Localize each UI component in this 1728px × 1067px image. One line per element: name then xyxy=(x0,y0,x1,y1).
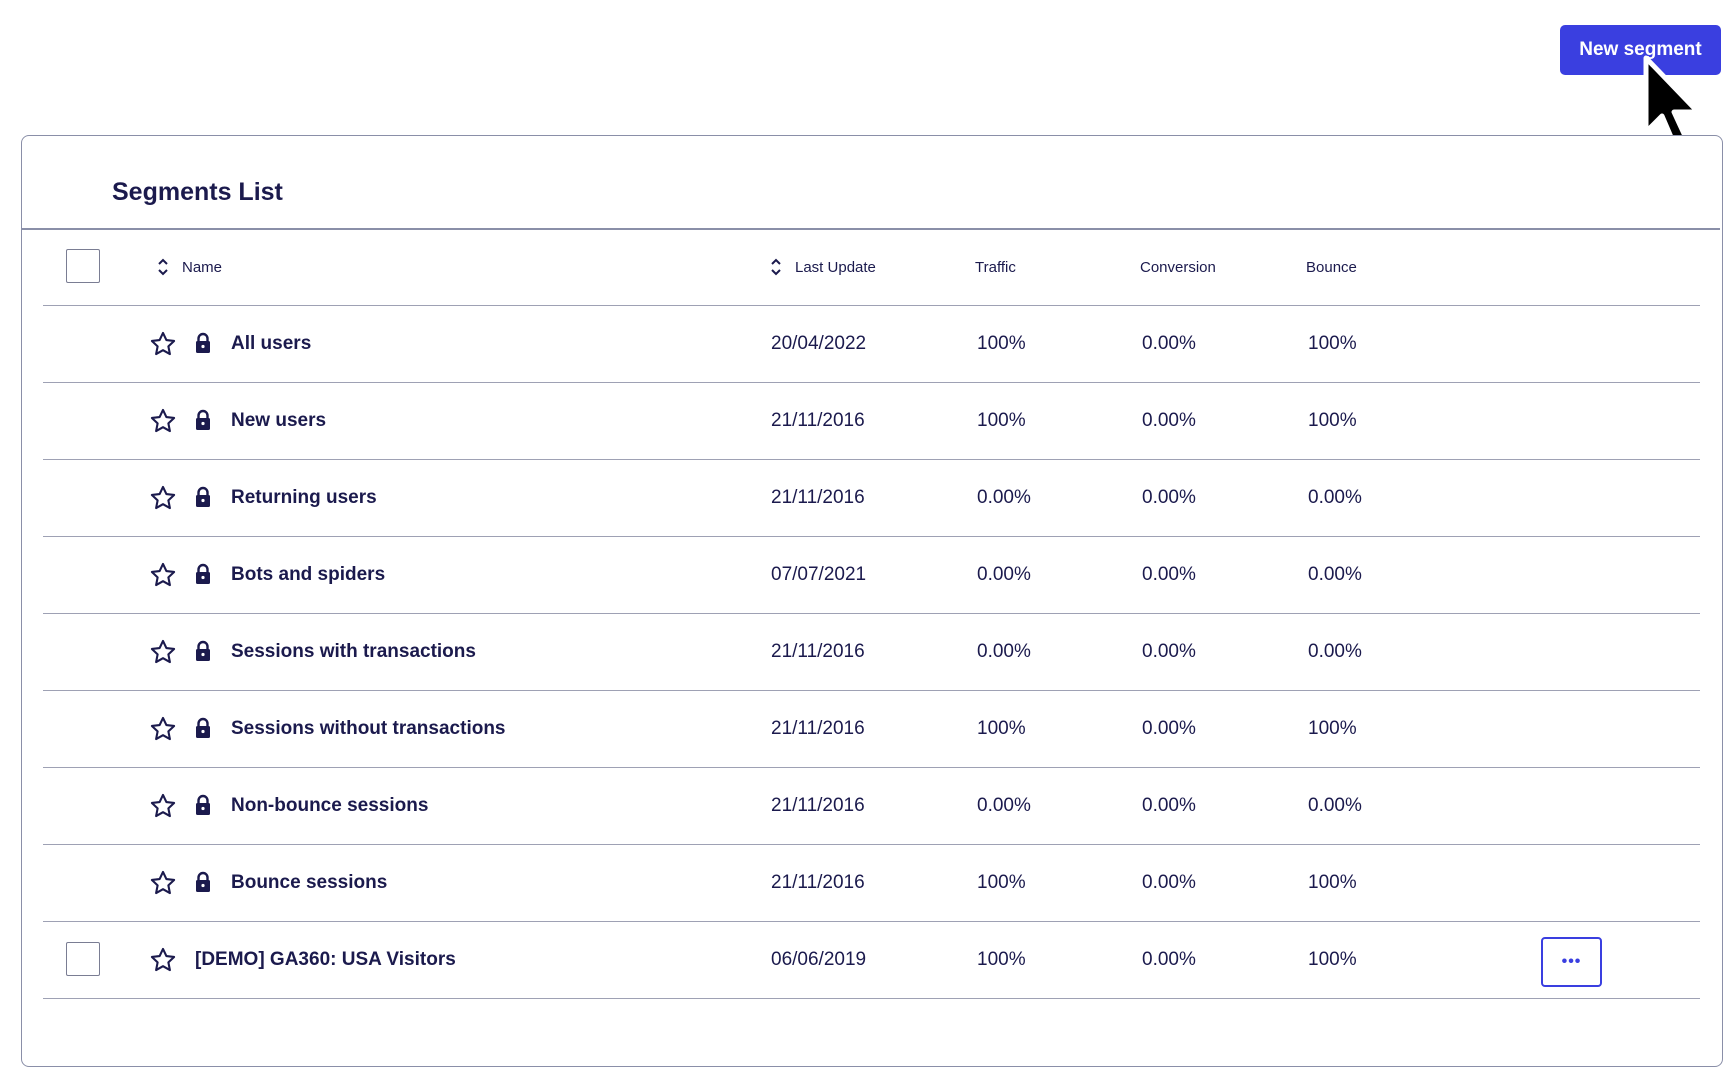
last-update-value: 21/11/2016 xyxy=(771,641,865,662)
row-checkbox[interactable] xyxy=(66,942,100,976)
table-row[interactable]: Bots and spiders 07/07/2021 0.00% 0.00% 0.00… xyxy=(43,537,1700,614)
table-row[interactable]: Sessions with transactions 21/11/2016 0.00… xyxy=(43,614,1700,691)
conversion-value: 0.00% xyxy=(1142,795,1196,816)
star-icon[interactable] xyxy=(149,638,177,666)
lock-icon xyxy=(194,794,212,816)
sort-icon[interactable] xyxy=(769,257,783,277)
lock-icon xyxy=(194,871,212,893)
traffic-value: 0.00% xyxy=(977,795,1031,816)
segment-name[interactable]: Sessions without transactions xyxy=(231,718,506,739)
segment-name[interactable]: Returning users xyxy=(231,487,377,508)
table-row[interactable]: Non-bounce sessions 21/11/2016 0.00% 0.00% 0… xyxy=(43,768,1700,845)
name-column-header[interactable]: Name xyxy=(156,229,222,305)
traffic-value: 100% xyxy=(977,872,1026,893)
conversion-value: 0.00% xyxy=(1142,718,1196,739)
segment-name[interactable]: Sessions with transactions xyxy=(231,641,476,662)
bounce-value: 0.00% xyxy=(1308,795,1362,816)
column-label-name: Name xyxy=(182,258,223,276)
lock-icon xyxy=(194,717,212,739)
lock-icon xyxy=(194,563,212,585)
star-icon[interactable] xyxy=(149,715,177,743)
bounce-value: 100% xyxy=(1308,872,1357,893)
last-update-value: 21/11/2016 xyxy=(771,795,865,816)
conversion-value: 0.00% xyxy=(1142,333,1196,354)
star-icon[interactable] xyxy=(149,561,177,589)
bounce-value: 100% xyxy=(1308,718,1357,739)
bounce-value: 0.00% xyxy=(1308,564,1362,585)
segments-panel xyxy=(21,135,1723,1067)
last-update-value: 21/11/2016 xyxy=(771,718,865,739)
traffic-value: 100% xyxy=(977,333,1026,354)
last-update-column-header[interactable]: Last Update xyxy=(769,229,876,305)
table-row[interactable]: All users 20/04/2022 100% 0.00% 100% xyxy=(43,306,1700,383)
conversion-value: 0.00% xyxy=(1142,872,1196,893)
last-update-value: 20/04/2022 xyxy=(771,333,867,354)
lock-icon xyxy=(194,486,212,508)
column-label-last-update: Last Update xyxy=(795,258,876,276)
sort-icon[interactable] xyxy=(156,257,170,277)
star-icon[interactable] xyxy=(149,792,177,820)
segment-name[interactable]: Bounce sessions xyxy=(231,872,388,893)
star-icon[interactable] xyxy=(149,407,177,435)
bounce-value: 100% xyxy=(1308,949,1357,970)
last-update-value: 21/11/2016 xyxy=(771,410,865,431)
table-row[interactable]: Sessions without transactions 21/11/2016 1… xyxy=(43,691,1700,768)
divider xyxy=(22,228,1720,230)
segment-name[interactable]: New users xyxy=(231,410,327,431)
column-label-traffic: Traffic xyxy=(975,258,1016,276)
traffic-value: 0.00% xyxy=(977,641,1031,662)
traffic-value: 0.00% xyxy=(977,564,1031,585)
column-label-bounce: Bounce xyxy=(1306,258,1357,276)
conversion-value: 0.00% xyxy=(1142,949,1196,970)
star-icon[interactable] xyxy=(149,869,177,897)
bounce-value: 100% xyxy=(1308,333,1357,354)
table-row[interactable]: Returning users 21/11/2016 0.00% 0.00% 0.00% xyxy=(43,460,1700,537)
table-row[interactable]: New users 21/11/2016 100% 0.00% 100% xyxy=(43,383,1700,460)
bounce-value: 0.00% xyxy=(1308,487,1362,508)
conversion-value: 0.00% xyxy=(1142,564,1196,585)
bounce-value: 100% xyxy=(1308,410,1357,431)
panel-title: Segments List xyxy=(112,178,283,206)
segment-name[interactable]: Non-bounce sessions xyxy=(231,795,429,816)
segment-name[interactable]: All users xyxy=(231,333,312,354)
star-icon[interactable] xyxy=(149,484,177,512)
table-row[interactable]: [DEMO] GA360: USA Visitors 06/06/2019 100%… xyxy=(43,922,1700,999)
last-update-value: 07/07/2021 xyxy=(771,564,867,585)
segment-name[interactable]: [DEMO] GA360: USA Visitors xyxy=(195,949,456,970)
traffic-value: 0.00% xyxy=(977,487,1031,508)
select-all-checkbox[interactable] xyxy=(66,249,100,283)
star-icon[interactable] xyxy=(149,946,177,974)
conversion-value: 0.00% xyxy=(1142,487,1196,508)
bounce-value: 0.00% xyxy=(1308,641,1362,662)
last-update-value: 21/11/2016 xyxy=(771,872,865,893)
more-options-button[interactable]: ••• xyxy=(1541,937,1602,987)
last-update-value: 21/11/2016 xyxy=(771,487,865,508)
lock-icon xyxy=(194,409,212,431)
conversion-value: 0.00% xyxy=(1142,410,1196,431)
last-update-value: 06/06/2019 xyxy=(771,949,867,970)
star-icon[interactable] xyxy=(149,330,177,358)
conversion-value: 0.00% xyxy=(1142,641,1196,662)
traffic-value: 100% xyxy=(977,718,1026,739)
lock-icon xyxy=(194,640,212,662)
traffic-value: 100% xyxy=(977,949,1026,970)
traffic-value: 100% xyxy=(977,410,1026,431)
more-icon: ••• xyxy=(1561,953,1582,970)
new-segment-button[interactable]: New segment xyxy=(1560,25,1721,75)
segment-name[interactable]: Bots and spiders xyxy=(231,564,386,585)
lock-icon xyxy=(194,332,212,354)
table-row[interactable]: Bounce sessions 21/11/2016 100% 0.00% 100% xyxy=(43,845,1700,922)
table-header: Name Last Update Traffic Conversion Boun… xyxy=(43,229,1700,306)
column-label-conversion: Conversion xyxy=(1140,258,1216,276)
